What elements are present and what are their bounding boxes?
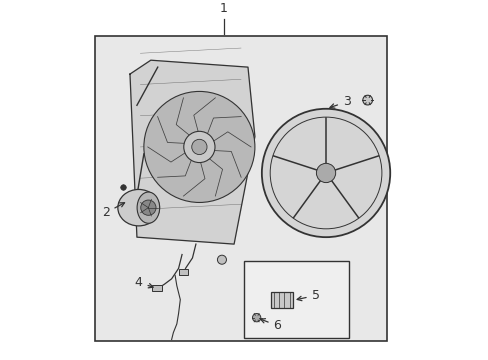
- Ellipse shape: [118, 189, 159, 226]
- Bar: [152, 285, 161, 291]
- Text: 5: 5: [297, 289, 319, 302]
- Circle shape: [141, 200, 156, 215]
- Circle shape: [143, 91, 254, 202]
- Text: 4: 4: [135, 276, 153, 289]
- Text: 3: 3: [329, 95, 350, 108]
- Circle shape: [362, 95, 372, 105]
- Circle shape: [261, 109, 389, 237]
- Bar: [178, 269, 188, 275]
- Polygon shape: [130, 60, 254, 244]
- Text: 2: 2: [102, 203, 124, 219]
- Ellipse shape: [137, 192, 160, 223]
- Text: 1: 1: [219, 2, 227, 15]
- Text: 6: 6: [260, 319, 281, 332]
- Bar: [270, 292, 292, 308]
- Circle shape: [191, 139, 206, 154]
- Circle shape: [217, 255, 226, 264]
- Circle shape: [252, 314, 260, 322]
- Circle shape: [183, 131, 215, 163]
- Bar: [95, 36, 386, 341]
- Bar: [244, 261, 348, 338]
- Circle shape: [316, 163, 335, 183]
